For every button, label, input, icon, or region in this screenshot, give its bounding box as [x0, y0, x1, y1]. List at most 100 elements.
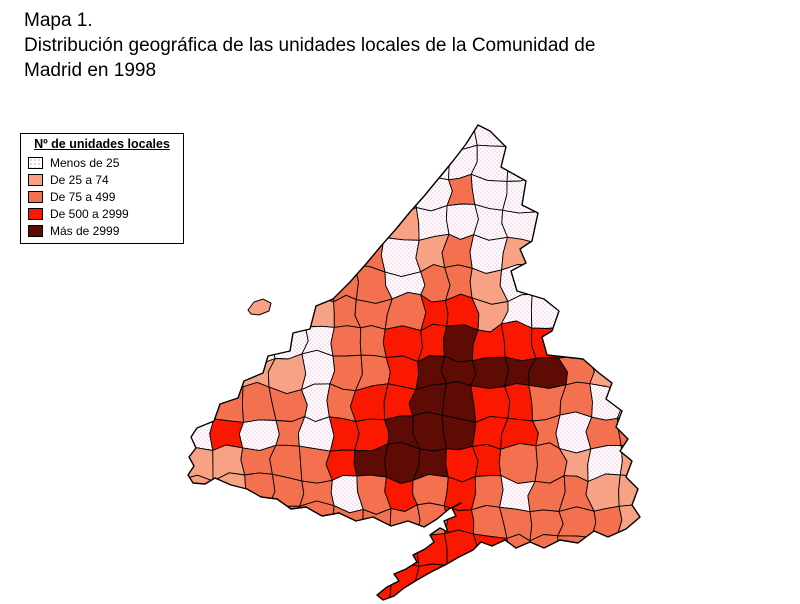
- municipality-cell: [560, 296, 596, 331]
- municipality-cell: [293, 266, 335, 303]
- municipality-cell: [415, 502, 449, 537]
- municipality-cell: [417, 144, 451, 181]
- municipality-cell: [270, 233, 301, 273]
- municipality-cell: [188, 534, 216, 567]
- municipality-cell: [612, 533, 640, 573]
- municipality-cell: [587, 570, 622, 600]
- municipality-cell: [560, 266, 596, 302]
- municipality-cell: [386, 125, 421, 155]
- municipality-cell: [212, 384, 245, 423]
- municipality-cell: [530, 563, 565, 600]
- municipality-cell: [443, 476, 477, 511]
- municipality-cell: [240, 566, 273, 600]
- municipality-cell: [301, 125, 332, 146]
- map-title: Mapa 1. Distribución geográfica de las u…: [24, 8, 595, 83]
- municipality-cell: [471, 475, 504, 511]
- detached-municipality-island: [247, 298, 272, 316]
- municipality-cell: [615, 148, 640, 188]
- municipality-cell: [212, 505, 246, 538]
- municipality-cell: [619, 445, 640, 477]
- municipality-cell: [296, 175, 335, 214]
- municipality-cell: [268, 563, 302, 600]
- municipality-cell: [591, 261, 624, 302]
- municipality-cell: [500, 125, 533, 148]
- municipality-cell: [242, 264, 274, 304]
- municipality-cell: [529, 146, 567, 182]
- municipality-cell: [188, 267, 221, 301]
- municipality-cell: [445, 446, 479, 483]
- municipality-cell: [212, 360, 244, 388]
- municipality-cell: [584, 125, 625, 154]
- municipality-cell: [327, 569, 366, 600]
- municipality-cell: [212, 533, 247, 568]
- municipality-cell: [380, 237, 422, 278]
- municipality-cell: [616, 296, 640, 332]
- municipality-cell: [239, 205, 277, 243]
- municipality-cell: [357, 143, 393, 175]
- municipality-cell: [271, 175, 303, 215]
- municipality-cell: [562, 145, 592, 182]
- municipality-cell: [564, 173, 589, 216]
- municipality-cell: [388, 534, 420, 567]
- municipality-cell: [444, 529, 479, 567]
- municipality-cell: [297, 416, 335, 452]
- municipality-cell: [268, 535, 305, 571]
- municipality-cell: [272, 125, 306, 148]
- municipality-cell: [471, 565, 513, 600]
- municipality-cell: [586, 205, 624, 241]
- municipality-cell: [188, 386, 219, 423]
- municipality-cell: [556, 209, 595, 239]
- municipality-cell: [470, 356, 510, 389]
- municipality-cell: [617, 571, 640, 600]
- municipality-cell: [587, 145, 624, 183]
- municipality-cell: [188, 360, 217, 393]
- municipality-cell: [299, 297, 335, 328]
- municipality-cell: [356, 207, 387, 241]
- municipality-cell: [616, 353, 640, 393]
- municipality-cell: [359, 171, 391, 213]
- legend-item-label: Más de 2999: [50, 223, 120, 238]
- municipality-cell: [241, 533, 277, 573]
- municipality-cell: [188, 504, 217, 538]
- municipality-cell: [591, 535, 618, 575]
- municipality-cell: [502, 176, 538, 214]
- municipality-cell: [581, 173, 623, 213]
- municipality-cell: [412, 411, 447, 452]
- municipality-cell: [212, 565, 248, 600]
- municipality-cell: [387, 150, 421, 180]
- municipality-cell: [296, 206, 333, 243]
- municipality-cell: [413, 125, 451, 152]
- legend-swatch-L: [28, 173, 43, 186]
- legend-item-label: De 25 a 74: [50, 172, 109, 187]
- municipality-cell: [560, 125, 594, 150]
- municipality-cell: [328, 416, 360, 452]
- legend-title: Nº de unidades locales: [34, 137, 170, 151]
- legend-item-label: De 75 a 499: [50, 189, 116, 204]
- municipality-cell: [557, 535, 595, 574]
- municipality-cell: [268, 264, 303, 303]
- municipality-cell: [188, 173, 215, 213]
- municipality-cell: [588, 327, 623, 359]
- region-outline: [187, 124, 641, 601]
- municipality-cell: [529, 236, 563, 271]
- municipality-cell: [207, 205, 246, 244]
- municipality-cell: [529, 264, 566, 301]
- municipality-cell: [617, 264, 640, 301]
- municipality-cell: [239, 237, 278, 269]
- municipality-cell: [414, 563, 449, 600]
- municipality-cell: [359, 537, 390, 572]
- municipality-cell: [559, 233, 595, 269]
- municipality-cell: [532, 175, 571, 213]
- municipality-cell: [557, 506, 597, 538]
- municipality-cell: [241, 125, 279, 148]
- municipality-cell: [238, 505, 277, 537]
- legend-swatch-R: [28, 207, 43, 220]
- municipality-cell: [560, 567, 597, 600]
- municipality-cell: [188, 474, 219, 513]
- municipality-cell: [617, 324, 640, 360]
- municipality-cell: [527, 125, 567, 149]
- municipality-cell: [298, 568, 334, 600]
- municipality-cell: [208, 178, 252, 210]
- municipality-cell: [188, 561, 218, 600]
